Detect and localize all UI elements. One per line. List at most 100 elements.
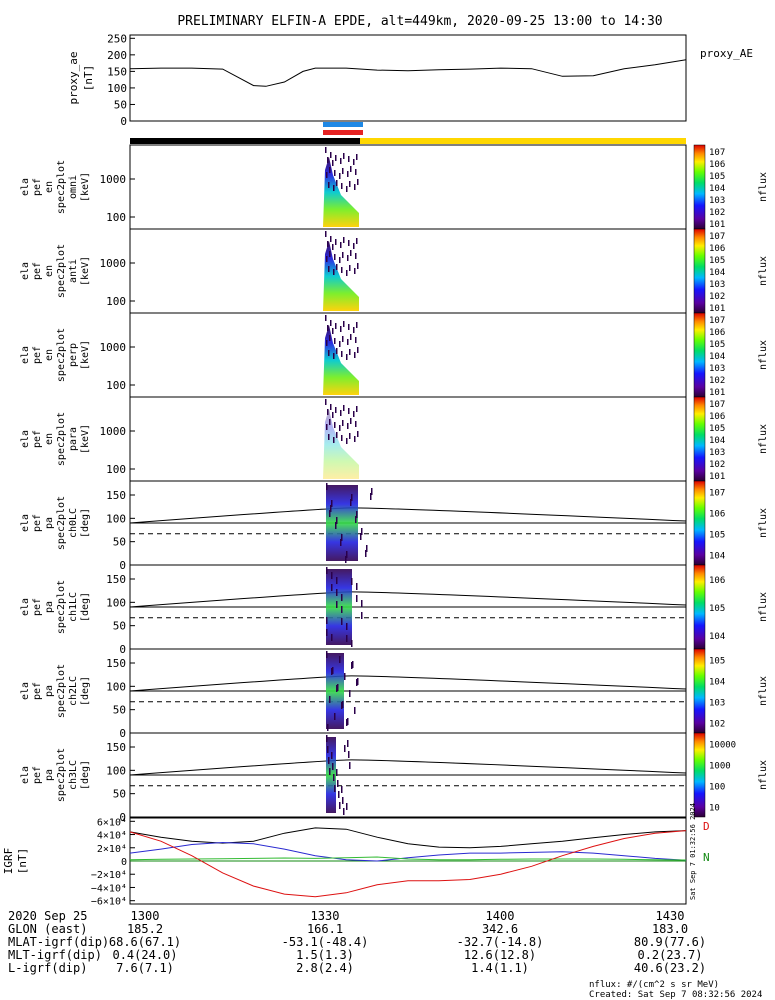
orbit-row-value: 68.6(67.1) xyxy=(109,935,181,949)
loss-cone-curve xyxy=(129,591,687,608)
colorbar xyxy=(693,480,706,566)
panel-ylabel: [keV] xyxy=(80,172,91,202)
flux-speck xyxy=(334,713,336,720)
colorbar-tick-label: 102 xyxy=(709,292,725,302)
igrf-series-bz xyxy=(129,830,687,898)
y-tick-label: 150 xyxy=(106,573,126,586)
panel-ylabel: pa xyxy=(44,685,55,697)
ae-tick-labels: 0 50 100 150 200 250 xyxy=(107,32,135,128)
colorbar-tick-label: 107 xyxy=(709,400,725,410)
flux-speck xyxy=(329,419,331,425)
flux-speck xyxy=(327,724,329,731)
flux-speck xyxy=(325,399,327,405)
orbit-row-label: L-igrf(dip) xyxy=(8,961,87,975)
colorbar xyxy=(693,732,706,818)
flux-speck xyxy=(346,635,348,642)
flux-speck xyxy=(353,243,355,249)
flux-speck xyxy=(326,629,328,636)
flux-speck xyxy=(355,516,357,523)
ae-ylabel-2: [nT] xyxy=(82,65,95,92)
igrf-side-label-d: D xyxy=(703,820,710,833)
panel-frame xyxy=(129,312,687,398)
flux-speck xyxy=(327,746,329,753)
panel-ylabel: [keV] xyxy=(80,256,91,286)
panel-ylabel: ela xyxy=(20,430,31,448)
flux-speck xyxy=(335,323,337,329)
ae-series-line xyxy=(129,59,687,87)
colorbar-label: nflux xyxy=(758,508,769,538)
flux-speck xyxy=(343,237,345,243)
colorbar-tick-label: 106 xyxy=(709,160,725,170)
orbit-row-value: -32.7(-14.8) xyxy=(457,935,544,949)
colorbar-tick-label: 105 xyxy=(709,256,725,266)
flux-speck xyxy=(334,785,336,792)
orbit-row-value: 1.4(1.1) xyxy=(471,961,529,975)
ae-tick-label: 250 xyxy=(107,32,127,45)
colorbar-tick-label: 102 xyxy=(709,376,725,386)
panel-ylabel: omni xyxy=(68,175,79,199)
panel-frame xyxy=(129,396,687,482)
orbit-row-value: 80.9(77.6) xyxy=(634,935,706,949)
flux-speck xyxy=(325,231,327,237)
y-tick-label: 100 xyxy=(106,764,126,777)
igrf-series-lines xyxy=(129,827,687,898)
colorbar xyxy=(693,312,706,398)
flux-speck xyxy=(348,408,350,414)
orbit-row-value: 0.2(23.7) xyxy=(637,948,702,962)
colorbar-tick-label: 107 xyxy=(709,316,725,326)
panel-ylabel: spec2plot xyxy=(56,160,67,214)
flux-speck xyxy=(334,170,336,176)
flux-speck xyxy=(333,185,335,191)
spectrogram-perp: ela pef en spec2plot perp [keV] 100 1000 101 102 1… xyxy=(20,312,769,398)
flux-speck xyxy=(355,253,357,259)
flux-speck xyxy=(331,584,333,591)
flux-speck xyxy=(343,153,345,159)
orbit-status-bar-black xyxy=(130,138,360,144)
orbit-row-value: 185.2 xyxy=(127,922,163,936)
panel-ylabel: ela xyxy=(20,178,31,196)
colorbar-tick-label: 107 xyxy=(709,489,725,499)
flux-speck xyxy=(349,181,351,187)
colorbar-tick-label: 104 xyxy=(709,436,725,446)
flux-speck xyxy=(326,567,328,574)
colorbar-tick-label: 104 xyxy=(709,184,725,194)
science-zone-bar-red xyxy=(323,130,363,135)
flux-speck xyxy=(339,656,341,663)
flux-speck xyxy=(350,166,352,172)
flux-speck xyxy=(326,340,328,346)
panel-ylabel: anti xyxy=(68,259,79,283)
side-timestamp: Sat Sep 7 01:32:56 2024 xyxy=(689,803,697,900)
flux-speck xyxy=(336,589,338,596)
flux-speck xyxy=(330,505,332,512)
flux-speck xyxy=(332,244,334,250)
colorbar-tick-label: 103 xyxy=(709,280,725,290)
orbit-row-value: 1400 xyxy=(486,909,515,923)
spectrogram-anti: ela pef en spec2plot anti [keV] 100 1000 101 102 1… xyxy=(20,228,769,314)
spectrogram-ch3: ela pef pa spec2plot ch3LC [deg] 0 50 100 150 10 10… xyxy=(20,732,769,824)
colorbar-label: nflux xyxy=(758,424,769,454)
panel-ylabel: ela xyxy=(20,514,31,532)
colorbar-tick-label: 106 xyxy=(709,510,725,520)
flux-blob xyxy=(323,409,359,479)
panel-ylabel: ch3LC xyxy=(68,760,79,790)
orbit-status-bar-yellow xyxy=(360,138,686,144)
colorbar-tick-label: 10000 xyxy=(709,741,736,751)
panel-ylabel: pef xyxy=(32,598,43,616)
orbit-row-label: MLAT-igrf(dip) xyxy=(8,935,109,949)
flux-speck xyxy=(353,159,355,165)
panel-ylabel: ela xyxy=(20,682,31,700)
y-tick-label: 150 xyxy=(106,489,126,502)
flux-speck xyxy=(327,409,329,415)
flux-speck xyxy=(326,483,328,490)
flux-speck xyxy=(336,432,338,438)
flux-speck xyxy=(356,238,358,244)
colorbar-tick-label: 104 xyxy=(709,678,725,688)
panel-ylabel: [deg] xyxy=(80,592,91,622)
flux-speck xyxy=(356,154,358,160)
ae-frame xyxy=(129,34,687,122)
colorbar-tick-label: 103 xyxy=(709,196,725,206)
igrf-tick-label: −6×10⁴ xyxy=(91,897,127,908)
colorbar-label: nflux xyxy=(758,676,769,706)
flux-speck xyxy=(349,433,351,439)
orbit-info-table: 2020 Sep 25 1300 1330 1400 1430 GLON (east) 18… xyxy=(8,909,706,975)
